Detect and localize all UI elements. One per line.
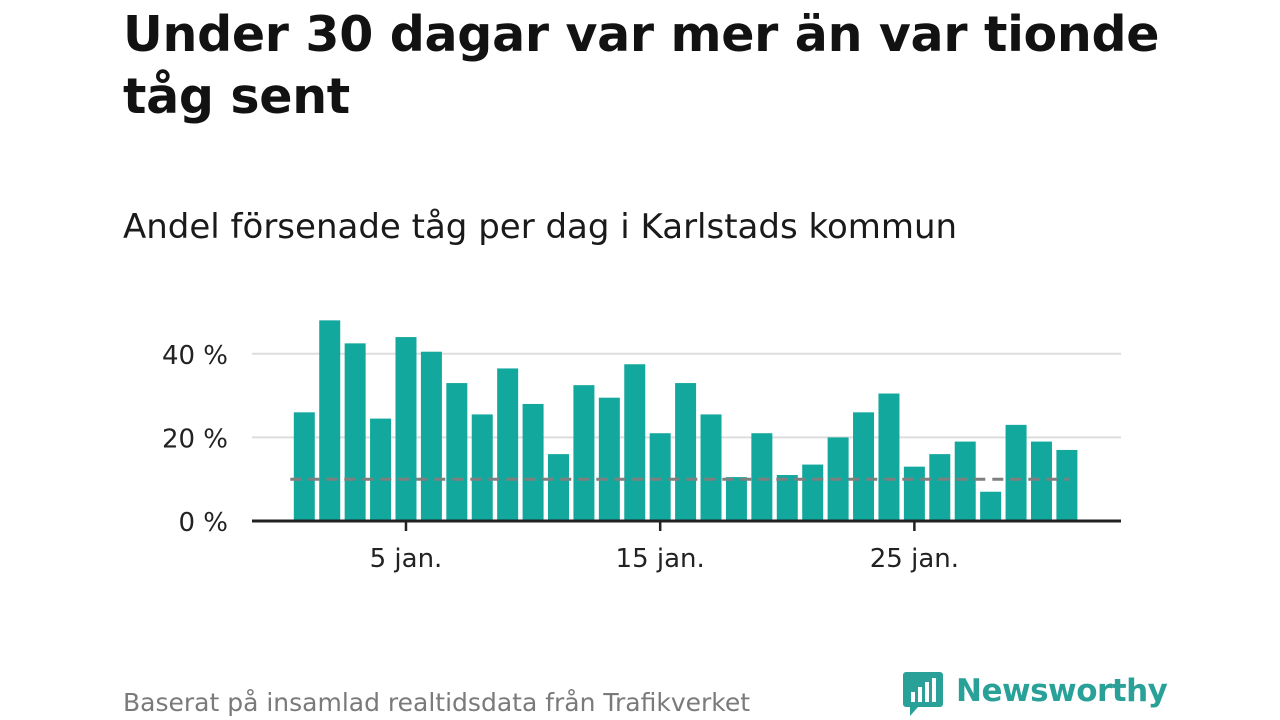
bar (675, 383, 697, 521)
bar (624, 364, 646, 521)
y-tick-label: 0 % (178, 508, 228, 538)
bar (420, 351, 442, 521)
bar (649, 433, 671, 521)
bar (548, 454, 569, 521)
bar (471, 414, 493, 521)
newsworthy-logo: Newsworthy (902, 670, 1168, 720)
bar (344, 343, 366, 521)
chart-subtitle: Andel försenade tåg per dag i Karlstads … (123, 207, 958, 247)
source-note: Baserat på insamlad realtidsdata från Tr… (123, 688, 751, 717)
x-tick-label: 5 jan. (370, 544, 443, 574)
bar (319, 320, 341, 521)
bar (878, 393, 900, 521)
bar (598, 397, 620, 521)
x-tick-label: 25 jan. (870, 544, 959, 574)
bar (802, 464, 824, 521)
bar (497, 368, 519, 521)
y-tick-label: 20 % (162, 424, 228, 454)
bar (293, 412, 315, 521)
x-tick-label: 15 jan. (616, 544, 705, 574)
bar (370, 418, 392, 521)
bar (751, 433, 773, 521)
bar (929, 454, 951, 521)
bar (980, 491, 1002, 521)
bar (853, 412, 875, 521)
bar (573, 385, 595, 521)
bar (395, 337, 417, 521)
bar (1056, 449, 1078, 521)
bar (776, 475, 798, 521)
bar (954, 441, 976, 521)
bar (446, 383, 468, 521)
bar (522, 403, 544, 521)
newsworthy-bar-icon (903, 672, 943, 716)
bar (1005, 424, 1027, 521)
bar (700, 414, 722, 521)
brand-name: Newsworthy (956, 673, 1168, 709)
bar (725, 477, 747, 521)
y-tick-label: 40 % (162, 341, 228, 371)
chart-title: Under 30 dagar var mer än var tionde tåg… (123, 6, 1160, 125)
bar (1030, 441, 1052, 521)
bar (903, 466, 925, 521)
